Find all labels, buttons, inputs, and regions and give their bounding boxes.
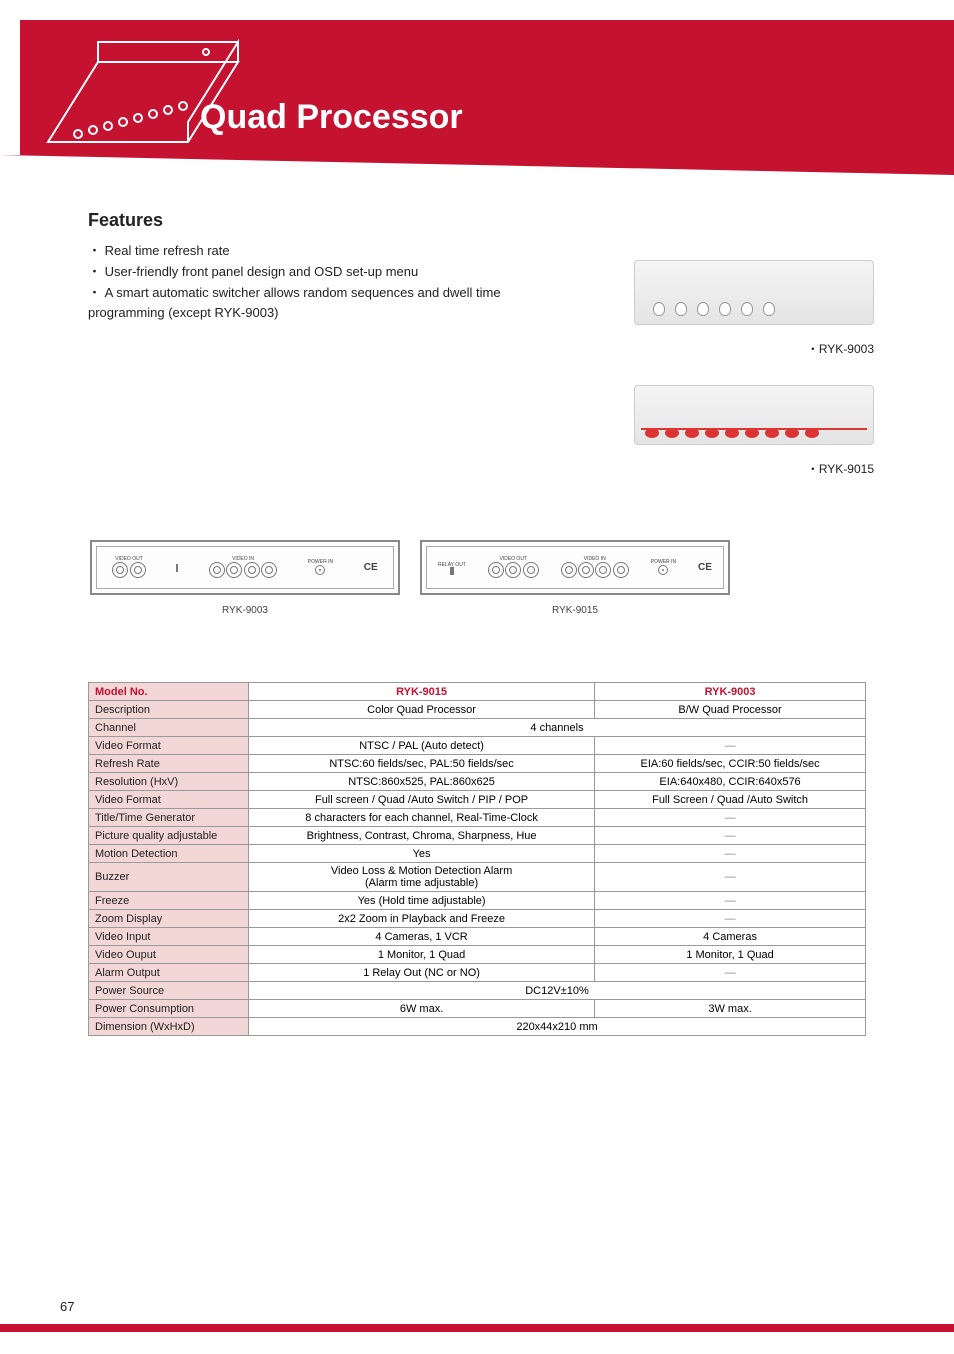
row-label: Dimension (WxHxD) [89, 1018, 249, 1036]
feature-item: User-friendly front panel design and OSD… [88, 262, 558, 283]
row-label: Motion Detection [89, 845, 249, 863]
bp-label: POWER IN [308, 559, 333, 565]
table-row: Refresh RateNTSC:60 fields/sec, PAL:50 f… [89, 755, 866, 773]
features-section: Features Real time refresh rate User-fri… [88, 210, 558, 324]
row-value-col1: NTSC:60 fields/sec, PAL:50 fields/sec [249, 755, 595, 773]
row-value-col2: Full Screen / Quad /Auto Switch [595, 791, 866, 809]
table-header-col2: RYK-9003 [595, 683, 866, 701]
row-value-col1: 1 Relay Out (NC or NO) [249, 964, 595, 982]
page-number: 67 [60, 1299, 74, 1314]
spec-table: Model No. RYK-9015 RYK-9003 DescriptionC… [88, 682, 866, 1036]
row-label: Resolution (HxV) [89, 773, 249, 791]
row-value-col1: 8 characters for each channel, Real-Time… [249, 809, 595, 827]
row-label: Power Consumption [89, 1000, 249, 1018]
row-value-col1: 1 Monitor, 1 Quad [249, 946, 595, 964]
row-label: Description [89, 701, 249, 719]
table-row: Motion DetectionYes— [89, 845, 866, 863]
row-label: Video Format [89, 791, 249, 809]
row-value-span: 4 channels [249, 719, 866, 737]
back-panel-caption-9015: RYK-9015 [420, 605, 730, 616]
row-value-col2: — [595, 964, 866, 982]
bp-label: VIDEO IN [209, 556, 277, 562]
table-row: Power Consumption6W max.3W max. [89, 1000, 866, 1018]
row-value-col2: — [595, 910, 866, 928]
table-header-col1: RYK-9015 [249, 683, 595, 701]
row-label: Refresh Rate [89, 755, 249, 773]
row-value-col2: — [595, 892, 866, 910]
row-value-col1: Brightness, Contrast, Chroma, Sharpness,… [249, 827, 595, 845]
row-label: Alarm Output [89, 964, 249, 982]
row-label: Power Source [89, 982, 249, 1000]
bp-label: POWER IN [651, 559, 676, 565]
row-label: Video Ouput [89, 946, 249, 964]
table-row: Video FormatNTSC / PAL (Auto detect)— [89, 737, 866, 755]
bp-label: VIDEO OUT [488, 556, 539, 562]
table-row: Zoom Display2x2 Zoom in Playback and Fre… [89, 910, 866, 928]
row-value-span: 220x44x210 mm [249, 1018, 866, 1036]
table-row: Picture quality adjustableBrightness, Co… [89, 827, 866, 845]
row-value-col1: Yes (Hold time adjustable) [249, 892, 595, 910]
table-row: Resolution (HxV)NTSC:860x525, PAL:860x62… [89, 773, 866, 791]
product-caption-9003: RYK-9003 [807, 340, 874, 357]
row-value-col2: EIA:640x480, CCIR:640x576 [595, 773, 866, 791]
row-label: Title/Time Generator [89, 809, 249, 827]
product-photo-9003 [634, 260, 874, 325]
row-value-col1: Full screen / Quad /Auto Switch / PIP / … [249, 791, 595, 809]
bp-label: VIDEO OUT [112, 556, 145, 562]
row-value-col2: 3W max. [595, 1000, 866, 1018]
features-heading: Features [88, 210, 558, 231]
back-panel-9003: VIDEO OUT VIDEO IN POWER IN CE [90, 540, 400, 595]
table-row: Title/Time Generator8 characters for eac… [89, 809, 866, 827]
table-row: Power SourceDC12V±10% [89, 982, 866, 1000]
row-value-col1: NTSC / PAL (Auto detect) [249, 737, 595, 755]
table-row: Dimension (WxHxD)220x44x210 mm [89, 1018, 866, 1036]
row-label: Buzzer [89, 863, 249, 892]
table-row: Channel4 channels [89, 719, 866, 737]
row-value-col2: 1 Monitor, 1 Quad [595, 946, 866, 964]
row-value-span: DC12V±10% [249, 982, 866, 1000]
row-value-col2: — [595, 827, 866, 845]
table-header-label: Model No. [89, 683, 249, 701]
table-row: Video Ouput1 Monitor, 1 Quad1 Monitor, 1… [89, 946, 866, 964]
row-value-col1: 6W max. [249, 1000, 595, 1018]
features-list: Real time refresh rate User-friendly fro… [88, 241, 558, 324]
table-row: Alarm Output1 Relay Out (NC or NO)— [89, 964, 866, 982]
footer-bar [0, 1324, 954, 1332]
feature-item: Real time refresh rate [88, 241, 558, 262]
row-value-col1: Color Quad Processor [249, 701, 595, 719]
row-value-col2: — [595, 809, 866, 827]
row-value-col1: 2x2 Zoom in Playback and Freeze [249, 910, 595, 928]
table-row: BuzzerVideo Loss & Motion Detection Alar… [89, 863, 866, 892]
row-value-col2: — [595, 737, 866, 755]
row-value-col2: 4 Cameras [595, 928, 866, 946]
row-label: Video Format [89, 737, 249, 755]
row-value-col2: EIA:60 fields/sec, CCIR:50 fields/sec [595, 755, 866, 773]
row-value-col2: B/W Quad Processor [595, 701, 866, 719]
row-label: Freeze [89, 892, 249, 910]
row-value-col1: 4 Cameras, 1 VCR [249, 928, 595, 946]
table-row: Video FormatFull screen / Quad /Auto Swi… [89, 791, 866, 809]
row-value-col1: Yes [249, 845, 595, 863]
table-row: Video Input4 Cameras, 1 VCR4 Cameras [89, 928, 866, 946]
header-curve [0, 155, 954, 175]
bp-label: VIDEO IN [561, 556, 629, 562]
row-value-col2: — [595, 863, 866, 892]
row-value-col1: NTSC:860x525, PAL:860x625 [249, 773, 595, 791]
row-label: Channel [89, 719, 249, 737]
row-label: Zoom Display [89, 910, 249, 928]
product-photo-9015 [634, 385, 874, 445]
row-value-col1: Video Loss & Motion Detection Alarm(Alar… [249, 863, 595, 892]
product-caption-9015: RYK-9015 [807, 460, 874, 477]
back-panel-caption-9003: RYK-9003 [90, 605, 400, 616]
back-panel-9015: RELAY OUT VIDEO OUT VIDEO IN POWER IN CE [420, 540, 730, 595]
page-title: Quad Processor [200, 98, 463, 137]
row-value-col2: — [595, 845, 866, 863]
table-row: DescriptionColor Quad ProcessorB/W Quad … [89, 701, 866, 719]
feature-item: A smart automatic switcher allows random… [88, 283, 558, 325]
table-row: FreezeYes (Hold time adjustable)— [89, 892, 866, 910]
row-label: Picture quality adjustable [89, 827, 249, 845]
row-label: Video Input [89, 928, 249, 946]
